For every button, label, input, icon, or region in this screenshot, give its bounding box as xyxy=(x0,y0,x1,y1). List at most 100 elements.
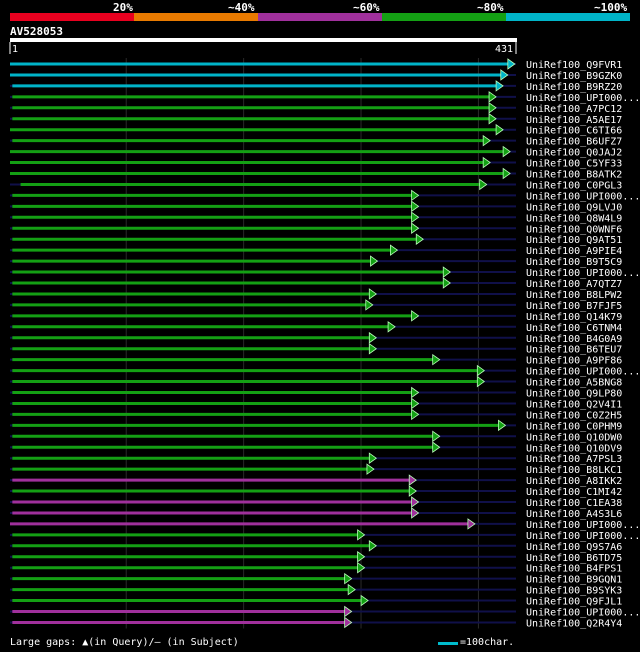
hit-label[interactable]: UniRef100_B4FPS1 xyxy=(526,564,622,575)
hit-label[interactable]: UniRef100_UPI000... xyxy=(526,367,640,378)
hit-row[interactable]: UniRef100_C1EA38 xyxy=(10,496,622,509)
hit-row[interactable]: UniRef100_Q9AT51 xyxy=(10,233,622,246)
hit-row[interactable]: UniRef100_UPI000... xyxy=(10,605,640,619)
hit-row[interactable]: UniRef100_Q10DV9 xyxy=(10,441,622,454)
hit-row[interactable]: UniRef100_B8ATK2 xyxy=(10,167,622,181)
hit-label[interactable]: UniRef100_B8LKC1 xyxy=(526,465,622,476)
hit-label[interactable]: UniRef100_UPI000... xyxy=(526,93,640,104)
hit-label[interactable]: UniRef100_C1EA38 xyxy=(526,498,622,509)
hit-row[interactable]: UniRef100_Q9LP80 xyxy=(10,386,622,400)
hit-row[interactable]: UniRef100_Q0WNF6 xyxy=(10,222,622,235)
hit-label[interactable]: UniRef100_B4G0A9 xyxy=(526,334,622,345)
hit-label[interactable]: UniRef100_A7PSL3 xyxy=(526,454,622,465)
hit-row[interactable]: UniRef100_Q9FJL1 xyxy=(10,594,622,608)
hit-row[interactable]: UniRef100_Q2V4I1 xyxy=(10,397,622,410)
hit-label[interactable]: UniRef100_Q9AT51 xyxy=(526,235,622,246)
hit-row[interactable]: UniRef100_C0Z2H5 xyxy=(10,408,622,421)
hit-label[interactable]: UniRef100_B6TD75 xyxy=(526,553,622,564)
hit-row[interactable]: UniRef100_A9PF86 xyxy=(10,353,622,367)
hit-label[interactable]: UniRef100_Q10DV9 xyxy=(526,443,622,454)
hit-row[interactable]: UniRef100_B8LKC1 xyxy=(10,463,622,476)
hit-row[interactable]: UniRef100_C5YF33 xyxy=(10,156,622,170)
hit-row[interactable]: UniRef100_B9RZ20 xyxy=(10,80,622,93)
hit-label[interactable]: UniRef100_A4S3L6 xyxy=(526,509,622,520)
hit-label[interactable]: UniRef100_B9SYK3 xyxy=(526,586,622,597)
hit-row[interactable]: UniRef100_A4S3L6 xyxy=(10,507,622,520)
hit-row[interactable]: UniRef100_A9PIE4 xyxy=(10,244,622,257)
hit-row[interactable]: UniRef100_UPI000... xyxy=(10,91,640,104)
hit-row[interactable]: UniRef100_Q9FVR1 xyxy=(10,58,622,71)
hit-row[interactable]: UniRef100_A5BNG8 xyxy=(10,375,622,389)
hit-row[interactable]: UniRef100_UPI000... xyxy=(10,529,640,542)
hit-label[interactable]: UniRef100_A9PIE4 xyxy=(526,246,622,257)
hit-row[interactable]: UniRef100_B6TEU7 xyxy=(10,342,622,356)
hit-row[interactable]: UniRef100_B9GQN1 xyxy=(10,572,622,586)
hit-row[interactable]: UniRef100_B4FPS1 xyxy=(10,561,622,575)
hit-label[interactable]: UniRef100_B6TEU7 xyxy=(526,345,622,356)
hit-label[interactable]: UniRef100_B9RZ20 xyxy=(526,82,622,93)
hit-row[interactable]: UniRef100_UPI000... xyxy=(10,189,640,202)
hit-row[interactable]: UniRef100_Q0JAJ2 xyxy=(10,145,622,159)
hit-label[interactable]: UniRef100_C0Z2H5 xyxy=(526,410,622,421)
hit-row[interactable]: UniRef100_UPI000... xyxy=(10,518,640,531)
hit-row[interactable]: UniRef100_UPI000... xyxy=(10,364,640,378)
hit-label[interactable]: UniRef100_Q8W4L9 xyxy=(526,213,622,224)
hit-row[interactable]: UniRef100_Q8W4L9 xyxy=(10,211,622,224)
hit-label[interactable]: UniRef100_B8ATK2 xyxy=(526,170,622,181)
hit-label[interactable]: UniRef100_UPI000... xyxy=(526,608,640,619)
hit-label[interactable]: UniRef100_UPI000... xyxy=(526,268,640,279)
hit-row[interactable]: UniRef100_C0PGL3 xyxy=(10,178,622,191)
hit-label[interactable]: UniRef100_A5BNG8 xyxy=(526,378,622,389)
hit-row[interactable]: UniRef100_A7QTZ7 xyxy=(10,277,622,290)
hit-label[interactable]: UniRef100_Q9S7A6 xyxy=(526,542,622,553)
hit-row[interactable]: UniRef100_Q9LVJ0 xyxy=(10,200,622,213)
hit-label[interactable]: UniRef100_Q9FVR1 xyxy=(526,60,622,71)
hit-label[interactable]: UniRef100_A7QTZ7 xyxy=(526,279,622,290)
hit-label[interactable]: UniRef100_C6TI66 xyxy=(526,126,622,137)
hit-label[interactable]: UniRef100_B8LPW2 xyxy=(526,290,622,301)
hit-row[interactable]: UniRef100_B9SYK3 xyxy=(10,583,622,597)
hit-label[interactable]: UniRef100_C0PGL3 xyxy=(526,180,622,191)
hit-row[interactable]: UniRef100_B8LPW2 xyxy=(10,288,622,301)
hit-label[interactable]: UniRef100_Q9LVJ0 xyxy=(526,202,622,213)
hit-label[interactable]: UniRef100_A5AE17 xyxy=(526,115,622,126)
hit-label[interactable]: UniRef100_UPI000... xyxy=(526,191,640,202)
hit-row[interactable]: UniRef100_UPI000... xyxy=(10,266,640,279)
hit-label[interactable]: UniRef100_Q2R4Y4 xyxy=(526,618,622,629)
hit-label[interactable]: UniRef100_B6UFZ7 xyxy=(526,137,622,148)
hit-row[interactable]: UniRef100_C6TNM4 xyxy=(10,321,622,334)
hit-row[interactable]: UniRef100_Q14K79 xyxy=(10,310,622,323)
hit-row[interactable]: UniRef100_B9GZK0 xyxy=(10,69,622,82)
hit-label[interactable]: UniRef100_C1MI42 xyxy=(526,487,622,498)
hit-row[interactable]: UniRef100_C1MI42 xyxy=(10,485,622,498)
hit-label[interactable]: UniRef100_B7FJF5 xyxy=(526,301,622,312)
hit-row[interactable]: UniRef100_A5AE17 xyxy=(10,112,622,126)
hit-label[interactable]: UniRef100_C6TNM4 xyxy=(526,323,622,334)
hit-label[interactable]: UniRef100_UPI000... xyxy=(526,531,640,542)
hit-row[interactable]: UniRef100_C0PHM9 xyxy=(10,419,622,432)
hit-row[interactable]: UniRef100_Q9S7A6 xyxy=(10,540,622,553)
hit-label[interactable]: UniRef100_B9GQN1 xyxy=(526,575,622,586)
hit-row[interactable]: UniRef100_B6TD75 xyxy=(10,550,622,564)
hit-label[interactable]: UniRef100_Q0JAJ2 xyxy=(526,148,622,159)
hit-row[interactable]: UniRef100_B6UFZ7 xyxy=(10,134,622,148)
hit-label[interactable]: UniRef100_Q0WNF6 xyxy=(526,224,622,235)
hit-label[interactable]: UniRef100_A8IKK2 xyxy=(526,476,622,487)
hit-row[interactable]: UniRef100_Q2R4Y4 xyxy=(10,616,622,629)
hit-label[interactable]: UniRef100_Q9FJL1 xyxy=(526,597,622,608)
hit-label[interactable]: UniRef100_C0PHM9 xyxy=(526,421,622,432)
hit-row[interactable]: UniRef100_C6TI66 xyxy=(10,123,622,137)
hit-row[interactable]: UniRef100_B7FJF5 xyxy=(10,299,622,312)
hit-row[interactable]: UniRef100_A8IKK2 xyxy=(10,474,622,487)
hit-label[interactable]: UniRef100_Q14K79 xyxy=(526,312,622,323)
hit-label[interactable]: UniRef100_Q2V4I1 xyxy=(526,399,622,410)
hit-label[interactable]: UniRef100_C5YF33 xyxy=(526,159,622,170)
hit-row[interactable]: UniRef100_A7PC12 xyxy=(10,102,622,115)
hit-label[interactable]: UniRef100_A9PF86 xyxy=(526,356,622,367)
hit-row[interactable]: UniRef100_Q10DW0 xyxy=(10,430,622,443)
hit-row[interactable]: UniRef100_A7PSL3 xyxy=(10,452,622,465)
hit-label[interactable]: UniRef100_Q9LP80 xyxy=(526,389,622,400)
hit-row[interactable]: UniRef100_B4G0A9 xyxy=(10,331,622,345)
hit-label[interactable]: UniRef100_B9GZK0 xyxy=(526,71,622,82)
hit-label[interactable]: UniRef100_Q10DW0 xyxy=(526,432,622,443)
